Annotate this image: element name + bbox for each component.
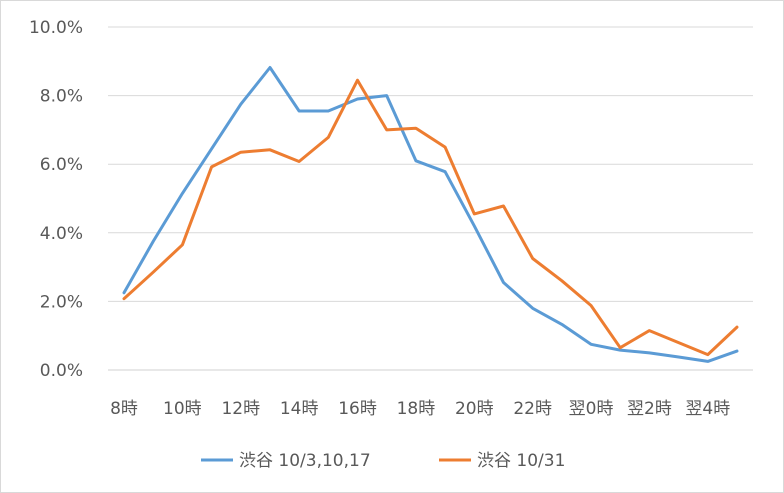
x-axis-ticks: 8時 10時 12時 14時 16時 18時 20時 22時 翌0時 翌2時 翌4時 [110,399,730,419]
x-tick-label: 14時 [280,399,319,419]
y-tick-label: 0.0% [40,361,83,381]
series-lines [122,66,739,363]
legend-label-1: 渋谷 10/3,10,17 [239,451,371,471]
legend: 渋谷 10/3,10,17 渋谷 10/31 [201,451,565,471]
x-tick-label: 翌4時 [685,399,730,419]
legend-label-2: 渋谷 10/31 [477,451,565,471]
gridlines [108,26,753,371]
x-tick-label: 翌0時 [569,399,614,419]
x-tick-label: 16時 [338,399,377,419]
x-tick-label: 22時 [513,399,552,419]
x-tick-label: 10時 [163,399,202,419]
x-tick-label: 翌2時 [627,399,672,419]
y-axis-ticks: 0.0% 2.0% 4.0% 6.0% 8.0% 10.0% [29,18,83,381]
y-tick-label: 4.0% [40,224,83,244]
y-tick-label: 2.0% [40,292,83,312]
series-line-2 [122,78,739,357]
x-tick-label: 8時 [110,399,138,419]
series-line-1 [122,66,739,363]
y-tick-label: 8.0% [40,87,83,107]
x-tick-label: 20時 [455,399,494,419]
x-tick-label: 12時 [221,399,260,419]
y-tick-label: 6.0% [40,155,83,175]
y-tick-label: 10.0% [29,18,83,38]
x-tick-label: 18時 [397,399,436,419]
